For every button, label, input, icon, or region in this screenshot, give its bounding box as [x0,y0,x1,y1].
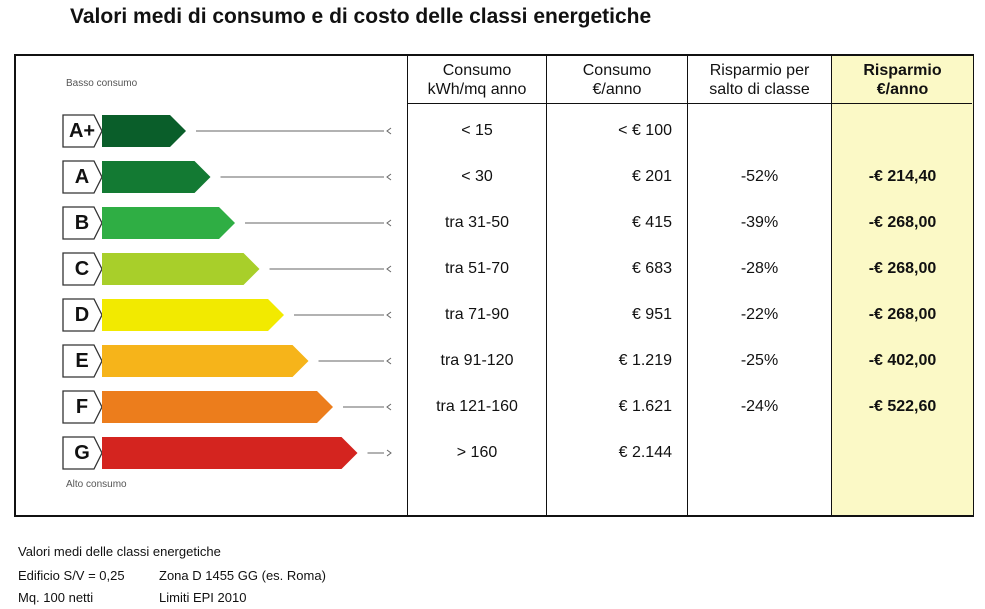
cell-risparmio-salto: -52% [740,168,779,185]
cell-consumo-eur: € 201 [631,168,672,185]
energy-arrow [102,115,186,147]
leader-chevron [386,311,392,319]
cell-consumo-eur: € 951 [631,306,672,323]
energy-band: A [62,160,402,194]
cell-consumo-kwh: > 160 [456,444,498,461]
energy-band: F [62,390,402,424]
class-letter-box [62,114,103,148]
class-letter: D [74,304,90,326]
notes-line-2: Edificio S/V = 0,25 Zona D 1455 GG (es. … [18,568,326,583]
cell-consumo-kwh: tra 31-50 [444,214,510,231]
cell-risparmio-anno: -€ 402,00 [868,352,937,369]
cell-consumo-eur: € 415 [631,214,672,231]
table-divider [831,56,832,515]
energy-band-graphic [62,436,392,470]
cell-consumo-kwh: tra 71-90 [444,306,510,323]
energy-arrow [102,391,333,423]
label-basso-consumo: Basso consumo [66,78,138,89]
class-letter-box [62,160,103,194]
table-divider [687,56,688,515]
leader-chevron [386,127,392,135]
cell-risparmio-anno: -€ 214,40 [868,168,937,185]
cell-consumo-eur: € 1.219 [618,352,672,369]
class-letter: B [74,212,90,234]
class-letter: A+ [68,120,96,142]
cell-consumo-kwh: < 15 [461,122,493,139]
table-divider [407,56,408,515]
energy-arrow [102,437,358,469]
table-divider [546,56,547,515]
energy-band: B [62,206,402,240]
header-consumo-kwh: Consumo kWh/mq anno [427,62,527,98]
energy-arrow [102,161,211,193]
cell-risparmio-anno: -€ 268,00 [868,306,937,323]
class-letter: E [75,350,89,372]
cell-consumo-kwh: < 30 [461,168,493,185]
energy-class-table: Consumo kWh/mq anno Consumo €/anno Risparm… [14,54,974,517]
page-title: Valori medi di consumo e di costo delle … [70,5,652,28]
energy-arrow [102,345,309,377]
energy-band: G [62,436,402,470]
energy-band-graphic [62,114,392,148]
energy-band-graphic [62,344,392,378]
energy-band-graphic [62,252,392,286]
leader-chevron [386,403,392,411]
cell-risparmio-anno: -€ 268,00 [868,260,937,277]
class-letter: C [74,258,90,280]
energy-arrow [102,207,235,239]
cell-consumo-kwh: tra 91-120 [440,352,514,369]
leader-chevron [386,265,392,273]
class-letter-box [62,206,103,240]
energy-arrow [102,253,260,285]
class-letter-box [62,344,103,378]
cell-risparmio-anno [832,441,973,465]
header-risparmio-anno: Risparmio €/anno [863,62,942,98]
class-letter: A [74,166,90,188]
cell-consumo-eur: € 1.621 [618,398,672,415]
class-letter-box [62,252,103,286]
energy-band-graphic [62,206,392,240]
class-letter: F [75,396,89,418]
energy-band-graphic [62,160,392,194]
header-consumo-eur: Consumo €/anno [582,62,652,98]
cell-consumo-kwh: tra 121-160 [436,398,518,415]
cell-risparmio-salto [688,119,831,143]
leader-chevron [386,449,392,457]
cell-risparmio-salto: -25% [740,352,779,369]
header-risparmio-salto: Risparmio per salto di classe [709,62,810,98]
cell-risparmio-salto [688,441,831,465]
cell-consumo-eur: € 683 [631,260,672,277]
leader-chevron [386,219,392,227]
class-letter-box [62,436,103,470]
leader-chevron [386,357,392,365]
class-letter-box [62,390,103,424]
notes-line-1: Valori medi delle classi energetiche [18,544,221,559]
cell-risparmio-salto: -39% [740,214,779,231]
header-divider [407,103,972,104]
class-letter: G [74,442,90,464]
energy-band-graphic [62,298,392,332]
cell-risparmio-anno: -€ 268,00 [868,214,937,231]
cell-risparmio-anno [832,119,973,143]
energy-band: D [62,298,402,332]
energy-band: C [62,252,402,286]
cell-risparmio-salto: -22% [740,306,779,323]
savings-column-highlight [832,56,973,515]
cell-consumo-kwh: tra 51-70 [444,260,510,277]
class-letter-box [62,298,103,332]
cell-risparmio-anno: -€ 522,60 [868,398,937,415]
cell-risparmio-salto: -28% [740,260,779,277]
cell-risparmio-salto: -24% [740,398,779,415]
label-alto-consumo: Alto consumo [66,479,127,490]
energy-band: A+ [62,114,402,148]
energy-band: E [62,344,402,378]
notes-line-3: Mq. 100 netti Limiti EPI 2010 [18,590,247,605]
energy-band-graphic [62,390,392,424]
leader-chevron [386,173,392,181]
energy-arrow [102,299,284,331]
cell-consumo-eur: < € 100 [618,122,672,139]
cell-consumo-eur: € 2.144 [618,444,672,461]
